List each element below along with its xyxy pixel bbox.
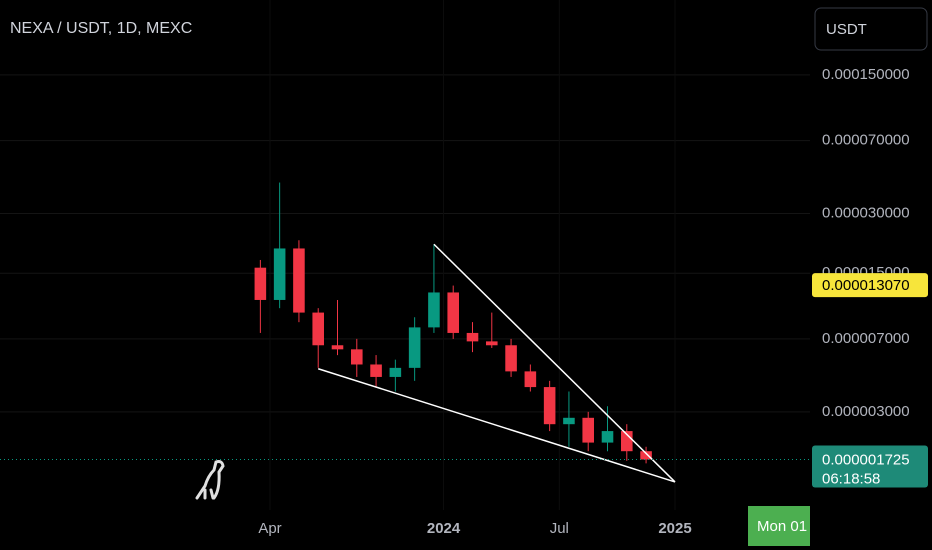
candle-body (563, 417, 575, 425)
candle-body (351, 349, 363, 365)
marked-price-label: 0.000013070 (822, 277, 910, 294)
candle-body (293, 248, 305, 313)
x-tick-label: 2024 (427, 520, 461, 537)
last-price-label: 0.000001725 (822, 451, 910, 468)
marked-price-box (812, 273, 928, 298)
candle-body (486, 341, 498, 346)
candle-body (582, 417, 594, 443)
candle-body (466, 332, 479, 342)
y-tick-label: 0.000007000 (822, 330, 910, 347)
last-price-box (812, 445, 928, 488)
x-tick-label: Apr (258, 520, 281, 537)
candle-body (601, 431, 614, 443)
currency-button[interactable] (814, 7, 928, 51)
x-tick-label: Jul (550, 520, 569, 537)
countdown: 06:18:58 (822, 470, 880, 487)
candle-body (331, 345, 344, 350)
candle-body (621, 431, 633, 452)
y-tick-label: 0.000070000 (822, 132, 910, 149)
y-tick-label: 0.000150000 (822, 66, 910, 83)
currency-label[interactable]: USDT (826, 21, 867, 38)
date-marker: Mon 01 (757, 518, 807, 535)
date-marker-box (748, 506, 810, 546)
candle-body (447, 292, 459, 333)
y-tick-label: 0.000030000 (822, 205, 910, 222)
trendline (433, 243, 676, 483)
trendline (317, 368, 676, 483)
x-tick-label: 2025 (658, 520, 691, 537)
y-tick-label: 0.000003000 (822, 403, 910, 420)
candle-body (543, 387, 556, 425)
candle-body (428, 292, 440, 328)
candle-body (408, 327, 421, 368)
candle-body (254, 267, 267, 300)
candle-body (505, 345, 517, 372)
chart-title: NEXA / USDT, 1D, MEXC (10, 20, 192, 37)
logo (195, 460, 225, 500)
candle-body (273, 248, 286, 300)
candle-body (640, 451, 652, 460)
candle-body (524, 371, 537, 388)
candle-body (389, 367, 402, 377)
candle-body (370, 364, 382, 377)
candle-body (312, 312, 324, 346)
